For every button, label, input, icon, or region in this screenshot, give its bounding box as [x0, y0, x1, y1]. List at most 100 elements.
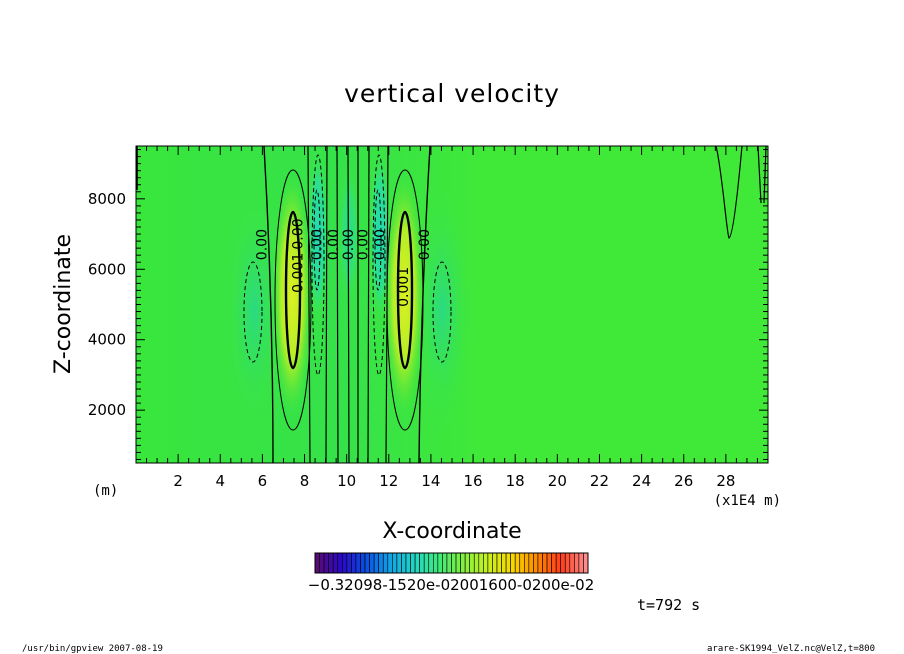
footer-left: /usr/bin/gpview 2007-08-19 [22, 644, 163, 654]
contour-label: 0.00 [417, 229, 433, 260]
contour-label: 0.00 [341, 229, 357, 260]
contour-0.0005-left [274, 169, 312, 431]
zero-contour [307, 145, 311, 464]
colorbar-cell [364, 552, 370, 574]
zero-contour [325, 145, 328, 464]
x-tick-label: 4 [215, 472, 225, 490]
x-tick-label: 22 [590, 472, 609, 490]
colorbar-cell [428, 552, 434, 574]
colorbar-cell [574, 552, 580, 574]
teal-region-left [222, 180, 286, 440]
x-scale-label: (x1E4 m) [714, 493, 781, 509]
zero-contour-left [263, 145, 274, 464]
colorbar-cell [519, 552, 525, 574]
x-tick-label: 2 [173, 472, 183, 490]
colorbar-cell [533, 552, 539, 574]
colorbar-cell [423, 552, 430, 574]
x-units-label: (m) [93, 483, 118, 499]
y-tick-label: 2000 [88, 401, 126, 419]
y-axis-label: Z-coordinate [51, 234, 76, 374]
x-tick-label: 26 [674, 472, 693, 490]
contour-0.001-right [396, 210, 414, 370]
x-tick-label: 10 [337, 472, 356, 490]
colorbar-cell [369, 552, 375, 574]
negative-contour-left [243, 261, 263, 363]
colorbar-cell [469, 552, 475, 574]
cyan-region-center [339, 165, 359, 305]
colorbar-cell [382, 552, 389, 574]
colorbar-cell [446, 552, 452, 574]
colorbar-cell [328, 552, 334, 574]
colorbar-cell [496, 552, 502, 574]
colorbar-cell [323, 552, 329, 574]
time-label: t=792 s [637, 596, 700, 614]
colorbar-cell [578, 552, 584, 574]
colorbar-cells [314, 552, 589, 574]
colorbar-cell [560, 552, 566, 574]
x-tick-label: 18 [506, 472, 525, 490]
colorbar-cell [555, 552, 562, 574]
zero-contour [367, 145, 370, 464]
colorbar-cell [392, 552, 398, 574]
contour-label: 0.00 [255, 229, 271, 260]
contour-lines [136, 145, 767, 464]
colorbar-cell [314, 552, 320, 574]
contour-label: 0.00 [290, 218, 306, 249]
colorbar-cell [337, 552, 343, 574]
colorbar-cell [455, 552, 461, 574]
colorbar-cell [414, 552, 420, 574]
x-tick-label: 16 [464, 472, 483, 490]
colorbar-cell [351, 552, 357, 574]
y-axis: 2000 4000 6000 8000 [88, 149, 768, 460]
colorbar-cell [401, 552, 407, 574]
colorbar-cell [460, 552, 466, 574]
colorbar-cell [432, 552, 439, 574]
colorbar-cell [396, 552, 402, 574]
x-tick-label: 14 [421, 472, 440, 490]
zero-contour [347, 145, 350, 464]
contour-label: 0.001 [396, 267, 412, 307]
colorbar-cell [478, 552, 484, 574]
colorbar-cell [523, 552, 530, 574]
x-tick-label: 24 [632, 472, 651, 490]
colorbar-cell [332, 552, 339, 574]
colorbar-cell [437, 552, 443, 574]
colorbar-tick-labels: −0.32098-1520e-02001600-0200e-02 [308, 576, 595, 594]
y-tick-label: 8000 [88, 190, 126, 208]
y-tick-label: 4000 [88, 331, 126, 349]
colorbar-cell [419, 552, 425, 574]
colorbar-cell [546, 552, 552, 574]
contour-label: 0.00 [309, 229, 325, 260]
contour-label: 0.00 [326, 229, 342, 260]
x-tick-label: 6 [258, 472, 268, 490]
negative-contour-inner-left [311, 154, 325, 376]
colorbar-cell [501, 552, 507, 574]
x-tick-label: 28 [716, 472, 735, 490]
contour-right-side [715, 145, 743, 239]
x-tick-label: 12 [379, 472, 398, 490]
colorbar-cell [569, 552, 575, 574]
colorbar-cell [451, 552, 457, 574]
colorbar: −0.32098-1520e-02001600-0200e-02 [308, 552, 595, 594]
colorbar-cell [355, 552, 361, 574]
y-tick-label: 6000 [88, 260, 126, 278]
colorbar-cell [405, 552, 411, 574]
zero-contour [336, 145, 339, 464]
footer-right: arare-SK1994_VelZ.nc@VelZ,t=800 [707, 644, 875, 654]
colorbar-cell [505, 552, 511, 574]
colorbar-cell [360, 552, 366, 574]
colorbar-cell [387, 552, 393, 574]
contour-0.0005-right [386, 169, 424, 431]
contour-right-edge [763, 145, 767, 204]
x-axis: 2 4 6 8 10 12 14 16 18 20 22 24 26 28 [146, 146, 758, 490]
contour-label: 0.001 [290, 253, 306, 293]
colorbar-frame [314, 552, 589, 574]
contour-label: 0.00 [356, 229, 372, 260]
contour-label: 0.00 [373, 229, 389, 260]
colorbar-cell [551, 552, 557, 574]
x-axis-label: X-coordinate [382, 519, 521, 544]
colorbar-cell [528, 552, 534, 574]
